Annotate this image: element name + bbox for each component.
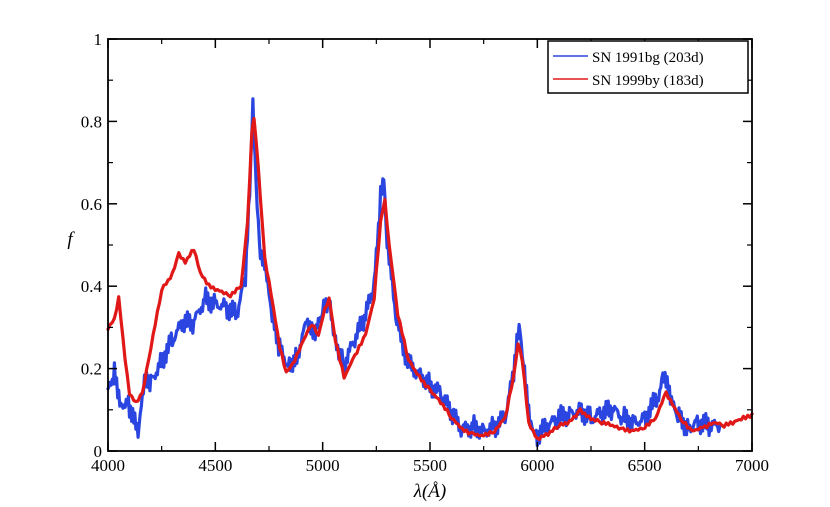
plot-lines bbox=[106, 97, 754, 448]
y-tick-label: 0 bbox=[94, 442, 103, 461]
y-tick-label: 0.6 bbox=[81, 195, 102, 214]
x-tick-label: 4500 bbox=[198, 456, 232, 475]
legend-box bbox=[547, 40, 749, 94]
x-tick-label: 6000 bbox=[520, 456, 554, 475]
x-tick-label: 5500 bbox=[413, 456, 447, 475]
y-axis-label: f bbox=[67, 229, 75, 250]
x-axis-ticks: 4000 4500 5000 5500 6000 6500 7000 bbox=[91, 39, 769, 475]
y-axis-ticks: 0 0.2 0.4 0.6 0.8 1 bbox=[81, 30, 752, 461]
x-tick-label: 7000 bbox=[735, 456, 769, 475]
x-tick-label: 6500 bbox=[628, 456, 662, 475]
x-tick-label: 5000 bbox=[306, 456, 340, 475]
y-tick-label: 1 bbox=[94, 30, 103, 49]
y-tick-label: 0.8 bbox=[81, 112, 102, 131]
series-line-1 bbox=[106, 97, 722, 448]
y-tick-label: 0.2 bbox=[81, 360, 102, 379]
x-tick-label: 4000 bbox=[91, 456, 125, 475]
legend-label-series-1: SN 1991bg (203d) bbox=[592, 50, 704, 66]
series-line-2 bbox=[106, 116, 754, 441]
legend-label-series-2: SN 1999by (183d) bbox=[592, 73, 704, 89]
x-axis-label: λ(Å) bbox=[413, 481, 447, 502]
legend: SN 1991bg (203d) SN 1999by (183d) bbox=[547, 40, 749, 94]
y-tick-label: 0.4 bbox=[81, 277, 103, 296]
